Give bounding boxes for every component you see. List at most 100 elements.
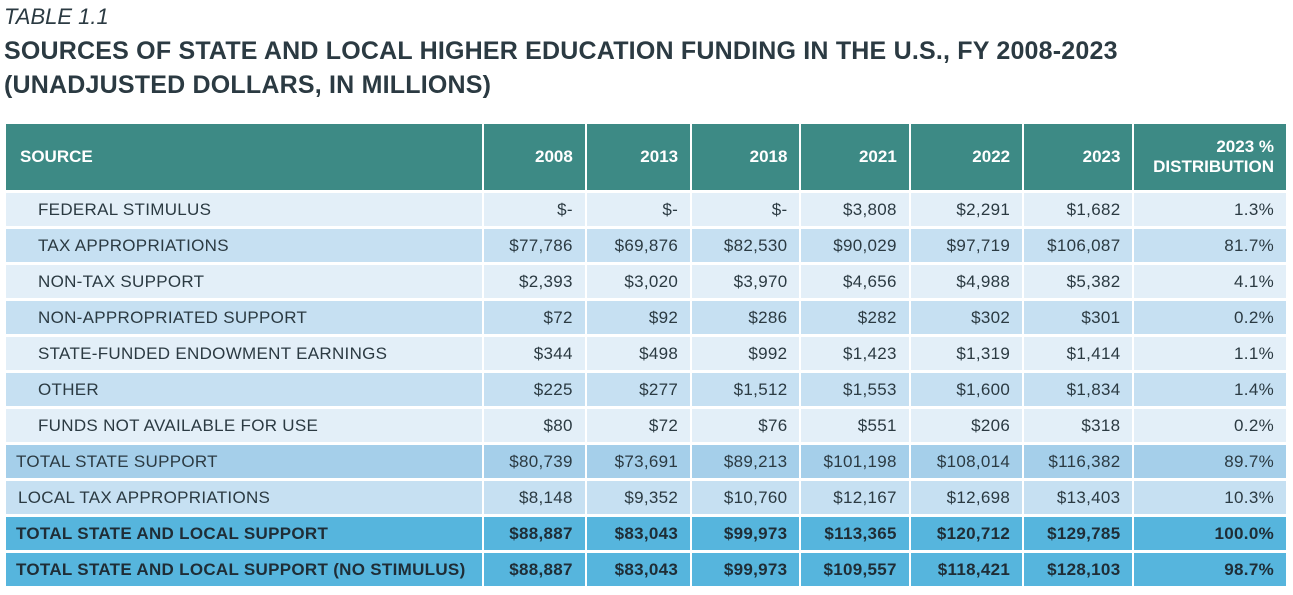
cell-2008: $88,887 xyxy=(483,553,585,586)
column-header-2008: 2008 xyxy=(483,124,585,190)
cell-2018: $89,213 xyxy=(692,445,800,478)
cell-2021: $1,423 xyxy=(801,337,909,370)
cell-2021: $12,167 xyxy=(801,481,909,514)
column-header-distribution-line-1: 2023 % xyxy=(1216,137,1274,156)
table-title-line-1: SOURCES OF STATE AND LOCAL HIGHER EDUCAT… xyxy=(4,37,1118,65)
table-title-line-2: (UNADJUSTED DOLLARS, IN MILLIONS) xyxy=(4,71,492,99)
table-row-funds-not-available-for-use: FUNDS NOT AVAILABLE FOR USE $80 $72 $76 $551… xyxy=(6,409,1286,442)
cell-distribution: 1.1% xyxy=(1134,337,1286,370)
cell-2018: $286 xyxy=(692,301,800,334)
cell-2021: $90,029 xyxy=(801,229,909,262)
column-header-distribution-line-2: DISTRIBUTION xyxy=(1153,157,1274,176)
cell-2023: $1,834 xyxy=(1024,373,1133,406)
table-row-tax-appropriations: TAX APPROPRIATIONS $77,786 $69,876 $82,530 $… xyxy=(6,229,1286,262)
cell-2018: $82,530 xyxy=(692,229,800,262)
cell-2018: $- xyxy=(692,193,800,226)
cell-2021: $551 xyxy=(801,409,909,442)
cell-distribution: 89.7% xyxy=(1134,445,1286,478)
cell-2021: $4,656 xyxy=(801,265,909,298)
cell-2022: $1,319 xyxy=(910,337,1023,370)
column-header-2023: 2023 xyxy=(1024,124,1133,190)
cell-distribution: 10.3% xyxy=(1134,481,1286,514)
cell-2013: $72 xyxy=(586,409,691,442)
header-row: SOURCE 2008 2013 2018 2021 2022 2023 202… xyxy=(6,124,1286,190)
table-row-state-funded-endowment-earnings: STATE-FUNDED ENDOWMENT EARNINGS $344 $498 $… xyxy=(6,337,1286,370)
cell-2022: $4,988 xyxy=(910,265,1023,298)
cell-2023: $116,382 xyxy=(1024,445,1133,478)
column-header-2021: 2021 xyxy=(801,124,909,190)
cell-source: OTHER xyxy=(6,373,482,406)
cell-2022: $2,291 xyxy=(910,193,1023,226)
cell-distribution: 4.1% xyxy=(1134,265,1286,298)
cell-distribution: 1.4% xyxy=(1134,373,1286,406)
cell-distribution: 0.2% xyxy=(1134,409,1286,442)
cell-2013: $498 xyxy=(586,337,691,370)
table-row-other: OTHER $225 $277 $1,512 $1,553 $1,600 $1,834 1.4… xyxy=(6,373,1286,406)
cell-source: FEDERAL STIMULUS xyxy=(6,193,482,226)
cell-2013: $69,876 xyxy=(586,229,691,262)
cell-source: LOCAL TAX APPROPRIATIONS xyxy=(6,481,482,514)
cell-2023: $301 xyxy=(1024,301,1133,334)
cell-2021: $3,808 xyxy=(801,193,909,226)
cell-2018: $10,760 xyxy=(692,481,800,514)
cell-2023: $129,785 xyxy=(1024,517,1133,550)
cell-distribution: 81.7% xyxy=(1134,229,1286,262)
cell-source: TOTAL STATE AND LOCAL SUPPORT xyxy=(6,517,482,550)
cell-2021: $101,198 xyxy=(801,445,909,478)
cell-2013: $83,043 xyxy=(586,553,691,586)
table-row-local-tax-appropriations: LOCAL TAX APPROPRIATIONS $8,148 $9,352 $10,… xyxy=(6,481,1286,514)
cell-2022: $120,712 xyxy=(910,517,1023,550)
cell-distribution: 1.3% xyxy=(1134,193,1286,226)
cell-2018: $76 xyxy=(692,409,800,442)
cell-2008: $80,739 xyxy=(483,445,585,478)
cell-2022: $1,600 xyxy=(910,373,1023,406)
cell-2022: $302 xyxy=(910,301,1023,334)
column-header-source: SOURCE xyxy=(6,124,482,190)
table-number: TABLE 1.1 xyxy=(4,4,109,29)
cell-source: STATE-FUNDED ENDOWMENT EARNINGS xyxy=(6,337,482,370)
cell-2008: $88,887 xyxy=(483,517,585,550)
cell-2018: $1,512 xyxy=(692,373,800,406)
cell-2018: $99,973 xyxy=(692,517,800,550)
table-row-non-tax-support: NON-TAX SUPPORT $2,393 $3,020 $3,970 $4,656 $… xyxy=(6,265,1286,298)
cell-2023: $1,414 xyxy=(1024,337,1133,370)
cell-2018: $3,970 xyxy=(692,265,800,298)
cell-2022: $206 xyxy=(910,409,1023,442)
cell-2008: $344 xyxy=(483,337,585,370)
cell-source: NON-APPROPRIATED SUPPORT xyxy=(6,301,482,334)
column-header-distribution: 2023 % DISTRIBUTION xyxy=(1134,124,1286,190)
cell-2023: $106,087 xyxy=(1024,229,1133,262)
cell-distribution: 0.2% xyxy=(1134,301,1286,334)
cell-2008: $- xyxy=(483,193,585,226)
table-body: FEDERAL STIMULUS $- $- $- $3,808 $2,291 $1,682… xyxy=(6,193,1286,586)
cell-distribution: 98.7% xyxy=(1134,553,1286,586)
cell-2013: $92 xyxy=(586,301,691,334)
column-header-2018: 2018 xyxy=(692,124,800,190)
cell-2018: $99,973 xyxy=(692,553,800,586)
cell-2022: $118,421 xyxy=(910,553,1023,586)
cell-source: TOTAL STATE AND LOCAL SUPPORT (NO STIMUL… xyxy=(6,553,482,586)
cell-2023: $128,103 xyxy=(1024,553,1133,586)
cell-2008: $80 xyxy=(483,409,585,442)
table-row-total-state-and-local-support-no-stimulus: TOTAL STATE AND LOCAL SUPPORT (NO STIMUL… xyxy=(6,553,1286,586)
cell-source: TAX APPROPRIATIONS xyxy=(6,229,482,262)
cell-2023: $5,382 xyxy=(1024,265,1133,298)
cell-2013: $- xyxy=(586,193,691,226)
cell-2013: $83,043 xyxy=(586,517,691,550)
cell-2021: $282 xyxy=(801,301,909,334)
cell-2008: $77,786 xyxy=(483,229,585,262)
cell-2008: $8,148 xyxy=(483,481,585,514)
cell-2021: $113,365 xyxy=(801,517,909,550)
funding-table: SOURCE 2008 2013 2018 2021 2022 2023 202… xyxy=(4,121,1288,589)
cell-source: NON-TAX SUPPORT xyxy=(6,265,482,298)
table-row-federal-stimulus: FEDERAL STIMULUS $- $- $- $3,808 $2,291 $1,682… xyxy=(6,193,1286,226)
cell-2018: $992 xyxy=(692,337,800,370)
cell-2022: $108,014 xyxy=(910,445,1023,478)
table-row-total-state-support: TOTAL STATE SUPPORT $80,739 $73,691 $89,213… xyxy=(6,445,1286,478)
cell-2023: $318 xyxy=(1024,409,1133,442)
column-header-2022: 2022 xyxy=(910,124,1023,190)
cell-2013: $277 xyxy=(586,373,691,406)
cell-2008: $72 xyxy=(483,301,585,334)
cell-2021: $1,553 xyxy=(801,373,909,406)
